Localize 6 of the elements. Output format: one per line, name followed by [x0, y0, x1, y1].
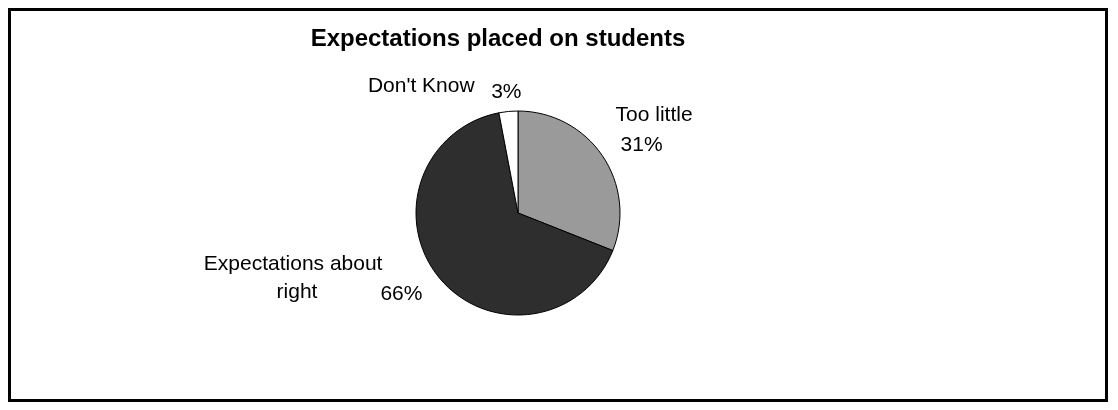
chart-title: Expectations placed on students [310, 24, 686, 51]
data-label: 31% [620, 132, 663, 156]
slice-label: Too little [615, 102, 693, 126]
data-label: 66% [380, 281, 423, 305]
data-label: 3% [491, 78, 522, 102]
slice-label: Don't Know [367, 72, 476, 96]
